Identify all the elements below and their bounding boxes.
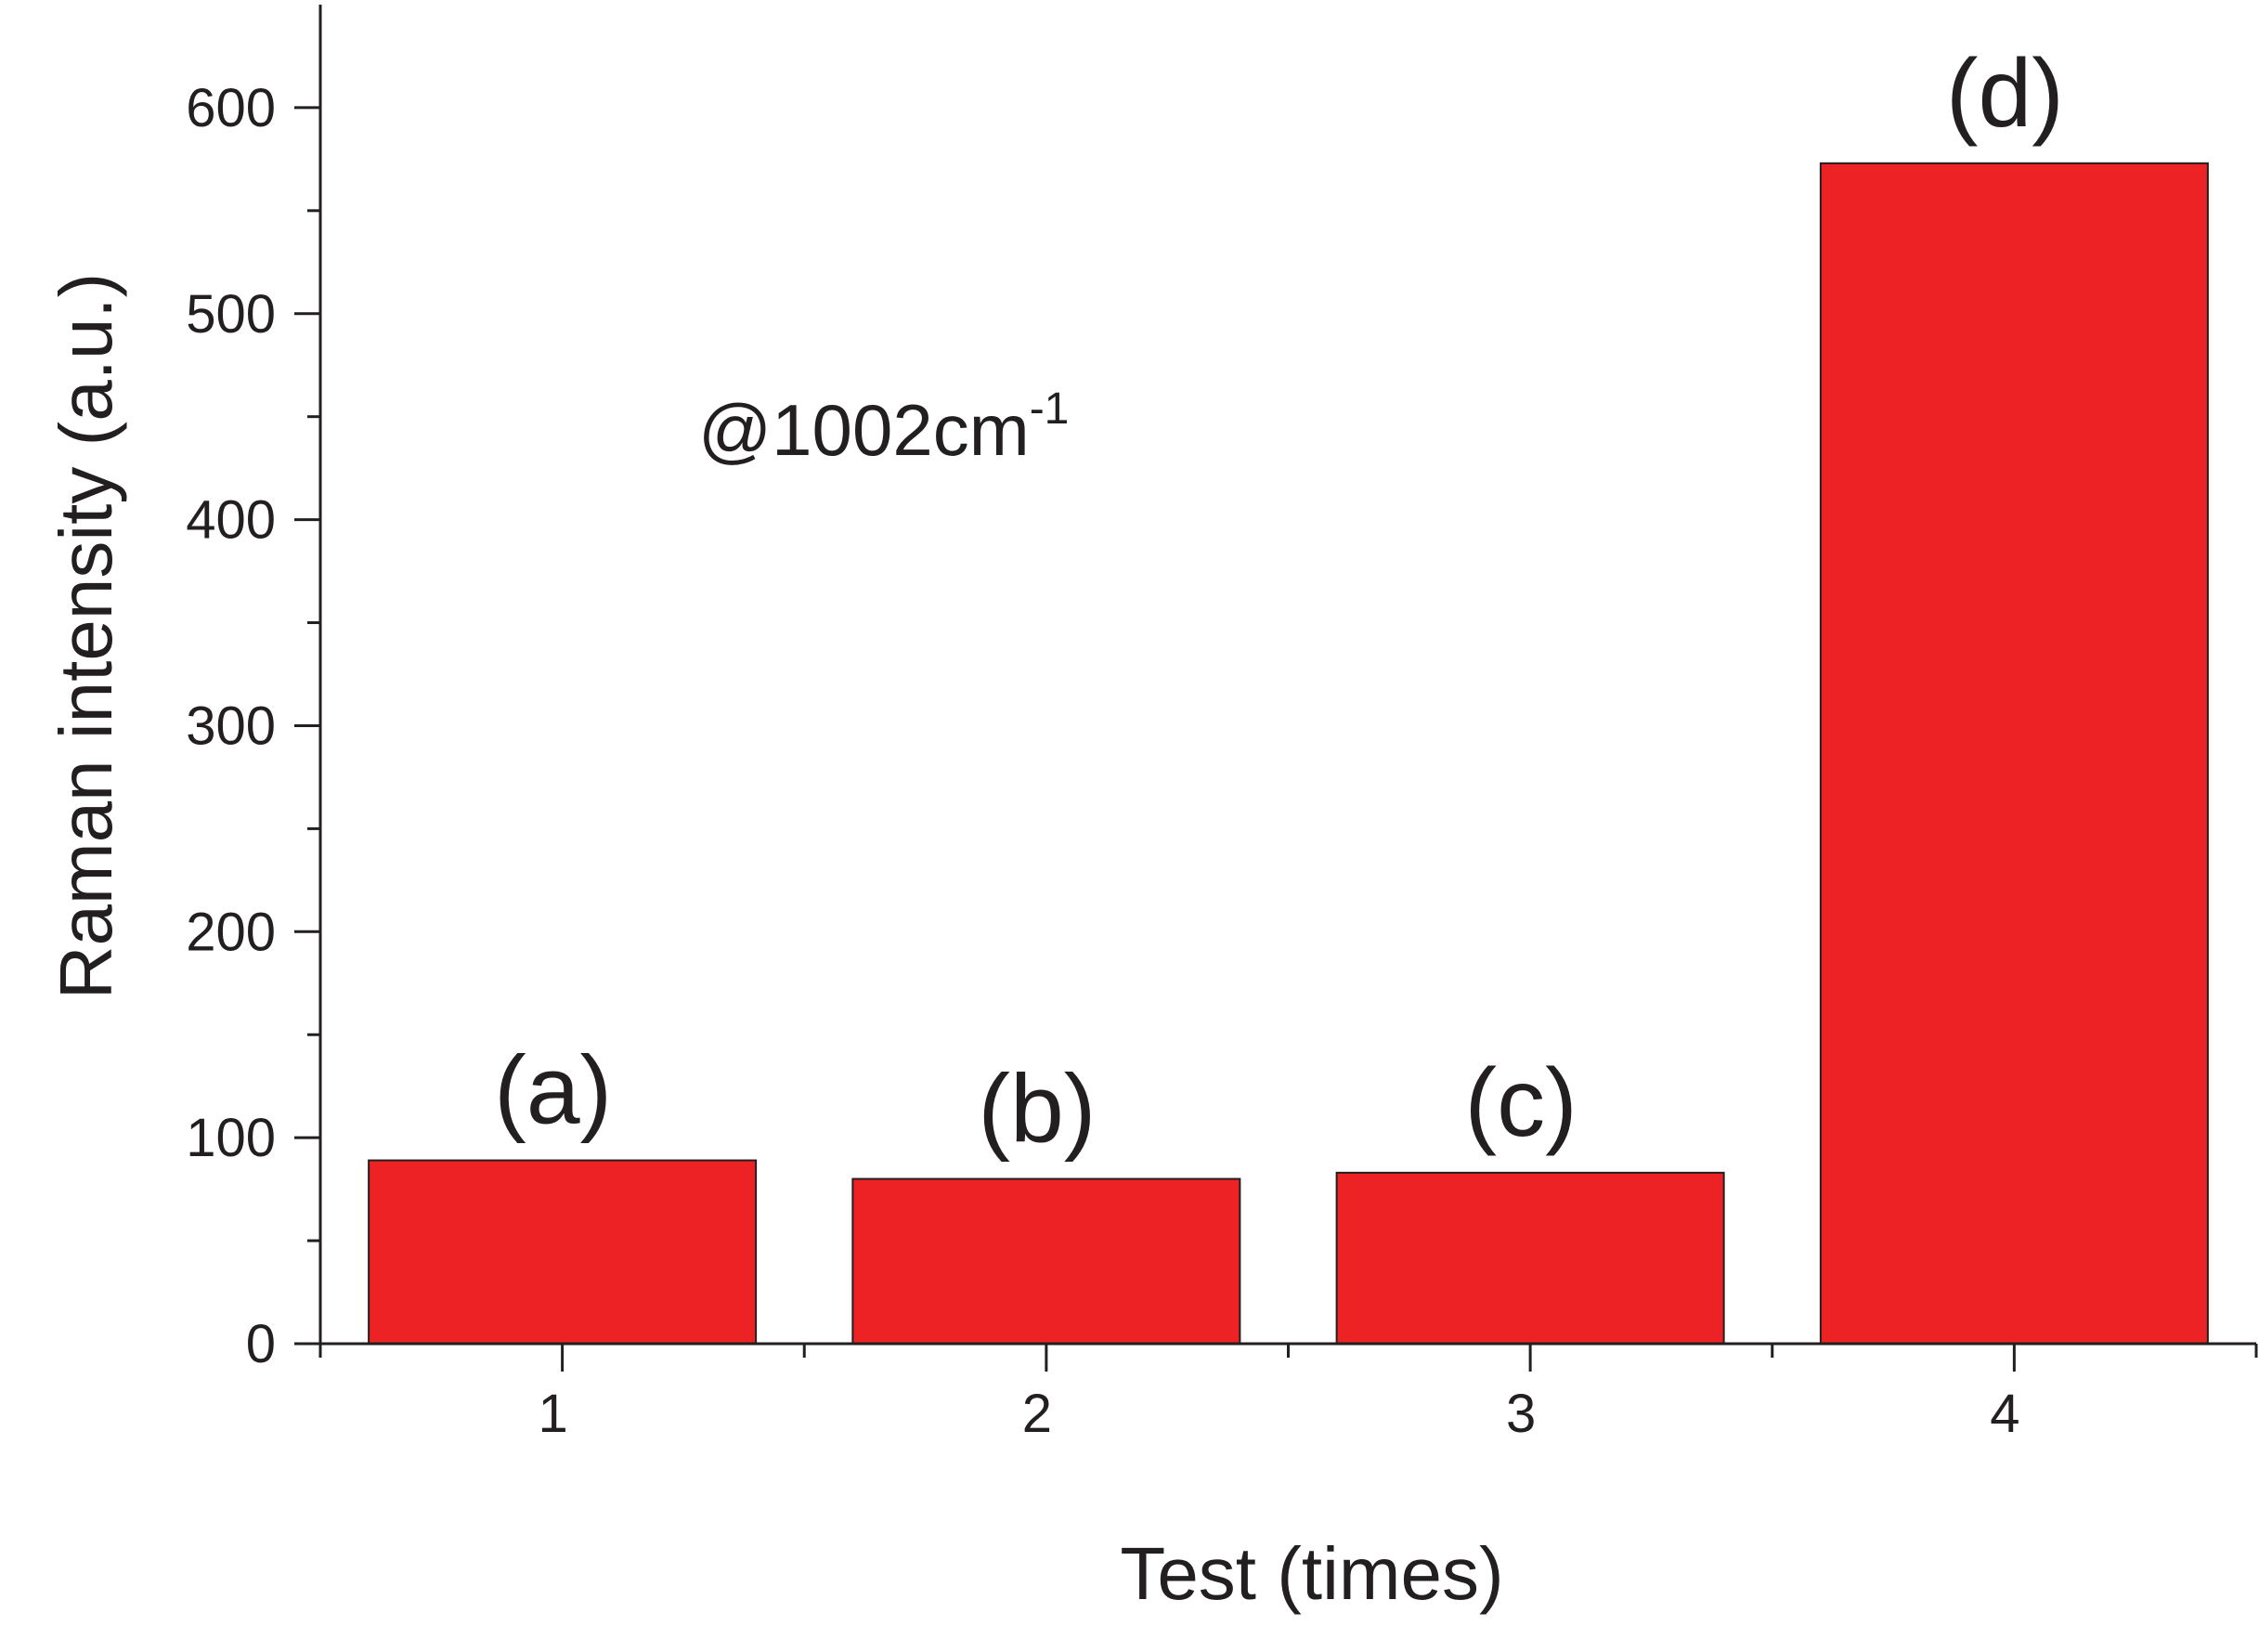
y-tick-label-400: 400: [186, 490, 276, 551]
annotation-superscript: -1: [1030, 384, 1070, 434]
bars-group: [368, 162, 2209, 1345]
bar-3: [1335, 1171, 1725, 1345]
x-tick-label-3: 3: [1506, 1384, 1536, 1444]
bar-2: [851, 1177, 1241, 1345]
y-tick-label-200: 200: [186, 902, 276, 962]
bar-label-4: (d): [1946, 40, 2064, 148]
annotation-text: @1002cm: [698, 389, 1030, 471]
y-tick-label-300: 300: [186, 696, 276, 756]
bar-label-2: (b): [978, 1056, 1096, 1164]
bar-1: [368, 1159, 758, 1345]
bar-label-3: (c): [1464, 1049, 1577, 1157]
x-tick-label-1: 1: [538, 1384, 567, 1444]
bar-label-1: (a): [494, 1037, 612, 1145]
axes-group: [294, 5, 2258, 1372]
x-tick-label-4: 4: [1990, 1384, 2019, 1444]
y-tick-label-0: 0: [246, 1314, 276, 1374]
bar-4: [1819, 162, 2209, 1345]
y-tick-label-600: 600: [186, 78, 276, 138]
labels-group: (a) 1 (b) 2 (c) 3 (d) 4 0 100 200 300 400 500 600: [186, 40, 2064, 1444]
x-axis-title: Test (times): [1120, 1532, 1503, 1615]
x-tick-label-2: 2: [1022, 1384, 1052, 1444]
wavenumber-annotation: @1002cm-1: [698, 384, 1069, 471]
y-tick-label-100: 100: [186, 1108, 276, 1168]
y-axis-title: Raman intensity (a.u.): [45, 273, 127, 1000]
y-tick-label-500: 500: [186, 284, 276, 345]
